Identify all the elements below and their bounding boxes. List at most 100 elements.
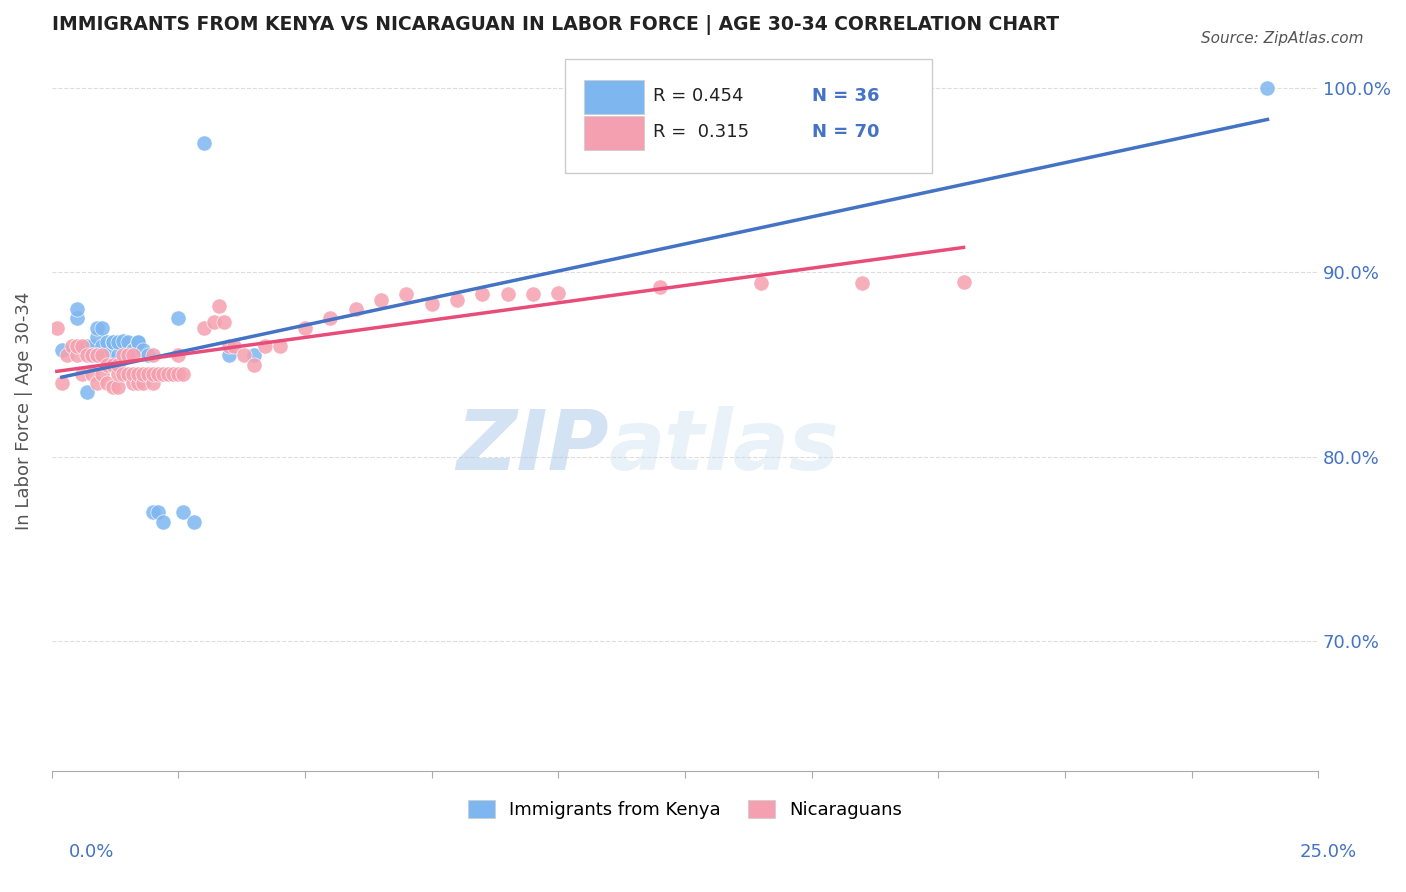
Point (111, 348, 134, 362)
Text: ZIP: ZIP (457, 406, 609, 487)
Point (152, 515, 174, 529)
Point (96, 335, 118, 350)
Point (218, 348, 240, 362)
Text: R = 0.454: R = 0.454 (654, 87, 744, 105)
Point (107, 335, 129, 350)
Point (117, 346, 139, 360)
Point (76, 339, 98, 353)
Point (157, 367, 180, 381)
Text: atlas: atlas (609, 406, 839, 487)
Point (243, 348, 266, 362)
Point (86, 376, 108, 390)
Text: R =  0.315: R = 0.315 (654, 123, 749, 141)
Point (167, 311, 190, 326)
Point (142, 505, 165, 519)
Text: IMMIGRANTS FROM KENYA VS NICARAGUAN IN LABOR FORCE | AGE 30-34 CORRELATION CHART: IMMIGRANTS FROM KENYA VS NICARAGUAN IN L… (52, 15, 1059, 35)
Point (127, 376, 149, 390)
Point (127, 367, 149, 381)
Point (101, 358, 124, 372)
Point (86, 348, 108, 362)
Point (96, 348, 118, 362)
Point (162, 367, 184, 381)
Point (253, 339, 276, 353)
Point (132, 367, 155, 381)
Point (51, 343, 73, 357)
Text: 25.0%: 25.0% (1301, 843, 1357, 861)
Point (218, 339, 240, 353)
Point (70, 367, 93, 381)
Y-axis label: In Labor Force | Age 30-34: In Labor Force | Age 30-34 (15, 292, 32, 530)
Point (76, 348, 98, 362)
Point (233, 348, 256, 362)
Point (101, 335, 124, 350)
Point (212, 315, 235, 329)
Point (167, 348, 190, 362)
Point (96, 358, 118, 372)
Point (127, 335, 149, 350)
Point (111, 334, 134, 348)
Point (851, 277, 873, 291)
Point (101, 335, 124, 350)
Point (167, 367, 190, 381)
Point (91, 367, 114, 381)
Point (82, 348, 104, 362)
Point (152, 367, 174, 381)
FancyBboxPatch shape (565, 60, 932, 173)
Point (107, 367, 129, 381)
Point (142, 348, 165, 362)
Point (471, 287, 494, 301)
Point (107, 380, 129, 394)
Point (111, 367, 134, 381)
Point (121, 376, 143, 390)
Point (60, 339, 83, 353)
Point (121, 343, 143, 357)
Point (121, 343, 143, 357)
Legend: Immigrants from Kenya, Nicaraguans: Immigrants from Kenya, Nicaraguans (460, 793, 910, 827)
Point (117, 335, 139, 350)
Point (319, 311, 342, 326)
Point (648, 280, 671, 294)
Point (136, 367, 159, 381)
Point (193, 136, 215, 150)
Point (208, 299, 231, 313)
Point (66, 302, 89, 317)
Point (269, 339, 291, 353)
Point (1256, 80, 1278, 95)
Point (496, 287, 519, 301)
Point (121, 367, 143, 381)
FancyBboxPatch shape (583, 116, 644, 150)
Point (82, 367, 104, 381)
Point (202, 315, 225, 329)
Point (193, 320, 215, 334)
Point (107, 348, 129, 362)
Text: N = 70: N = 70 (811, 123, 879, 141)
Point (132, 376, 155, 390)
Point (107, 358, 129, 372)
Point (127, 335, 149, 350)
Point (96, 376, 118, 390)
Point (76, 385, 98, 400)
Point (142, 367, 165, 381)
Point (86, 320, 108, 334)
Text: 0.0%: 0.0% (69, 843, 114, 861)
Point (172, 367, 194, 381)
Point (142, 376, 165, 390)
Point (86, 348, 108, 362)
Point (172, 505, 194, 519)
Point (370, 293, 392, 307)
Point (66, 339, 89, 353)
Point (91, 348, 114, 362)
Point (66, 348, 89, 362)
Point (146, 505, 169, 519)
Point (136, 348, 159, 362)
Point (243, 358, 266, 372)
Point (117, 348, 139, 362)
Point (70, 339, 93, 353)
Point (121, 348, 143, 362)
Text: N = 36: N = 36 (811, 87, 879, 105)
Point (91, 339, 114, 353)
Point (117, 367, 139, 381)
FancyBboxPatch shape (583, 79, 644, 114)
Point (749, 277, 772, 291)
Point (522, 287, 544, 301)
